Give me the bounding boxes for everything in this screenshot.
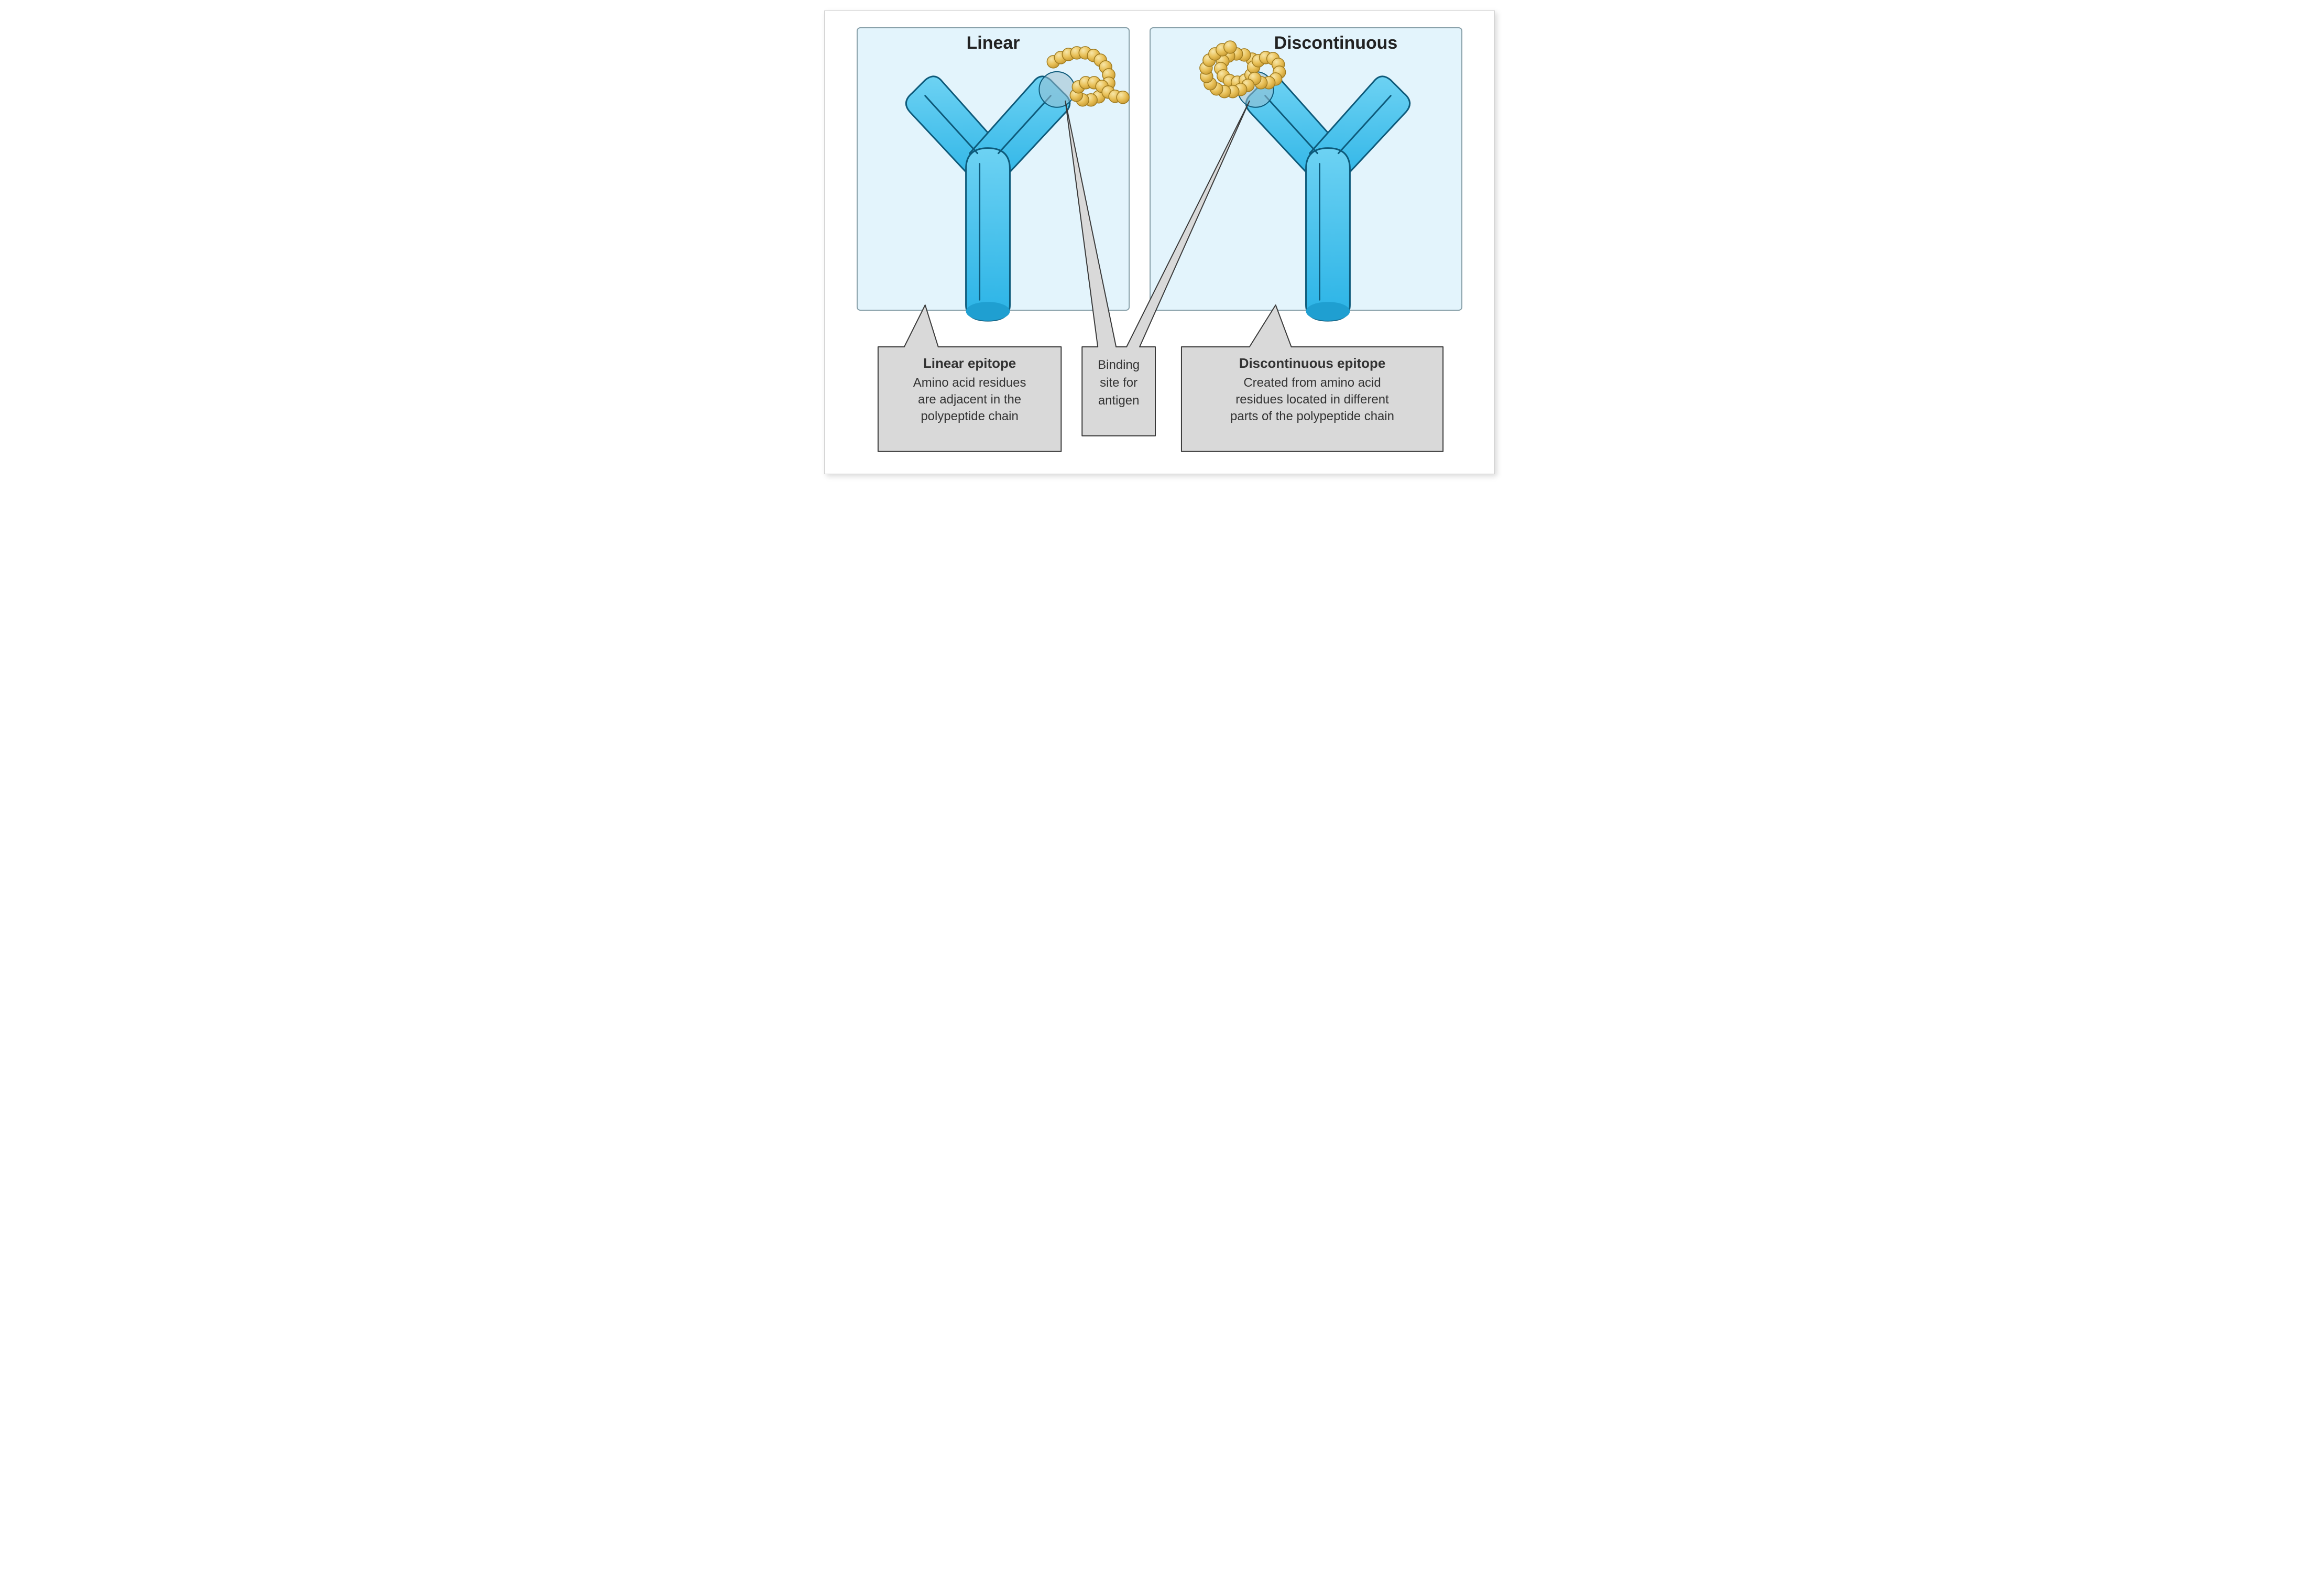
- callout-middle-line1: Binding: [1098, 358, 1140, 372]
- binding-site-left: [1039, 72, 1075, 107]
- callout-linear-line3: polypeptide chain: [921, 409, 1018, 423]
- callout-linear-title: Linear epitope: [923, 356, 1016, 371]
- callout-linear-line2: are adjacent in the: [918, 392, 1021, 407]
- figure-card: Linear Discontinuous Linear epitope Amin…: [824, 10, 1495, 474]
- callout-discont-line3: parts of the polypeptide chain: [1230, 409, 1394, 423]
- callout-linear: Linear epitope Amino acid residues are a…: [878, 305, 1061, 452]
- callout-linear-line1: Amino acid residues: [913, 376, 1026, 390]
- panel-title-linear: Linear: [967, 33, 1020, 53]
- callout-discont-title: Discontinuous epitope: [1239, 356, 1386, 371]
- callout-discontinuous: Discontinuous epitope Created from amino…: [1182, 305, 1443, 452]
- panel-title-discontinuous: Discontinuous: [1274, 33, 1398, 53]
- epitope-diagram: Linear Discontinuous Linear epitope Amin…: [836, 23, 1483, 462]
- amino-acid-bead: [1224, 41, 1237, 53]
- callout-discont-line1: Created from amino acid: [1243, 376, 1381, 390]
- callout-middle-line3: antigen: [1098, 393, 1140, 408]
- callout-middle-line2: site for: [1100, 376, 1137, 390]
- amino-acid-bead: [1117, 91, 1129, 104]
- callout-discont-line2: residues located in different: [1235, 392, 1389, 407]
